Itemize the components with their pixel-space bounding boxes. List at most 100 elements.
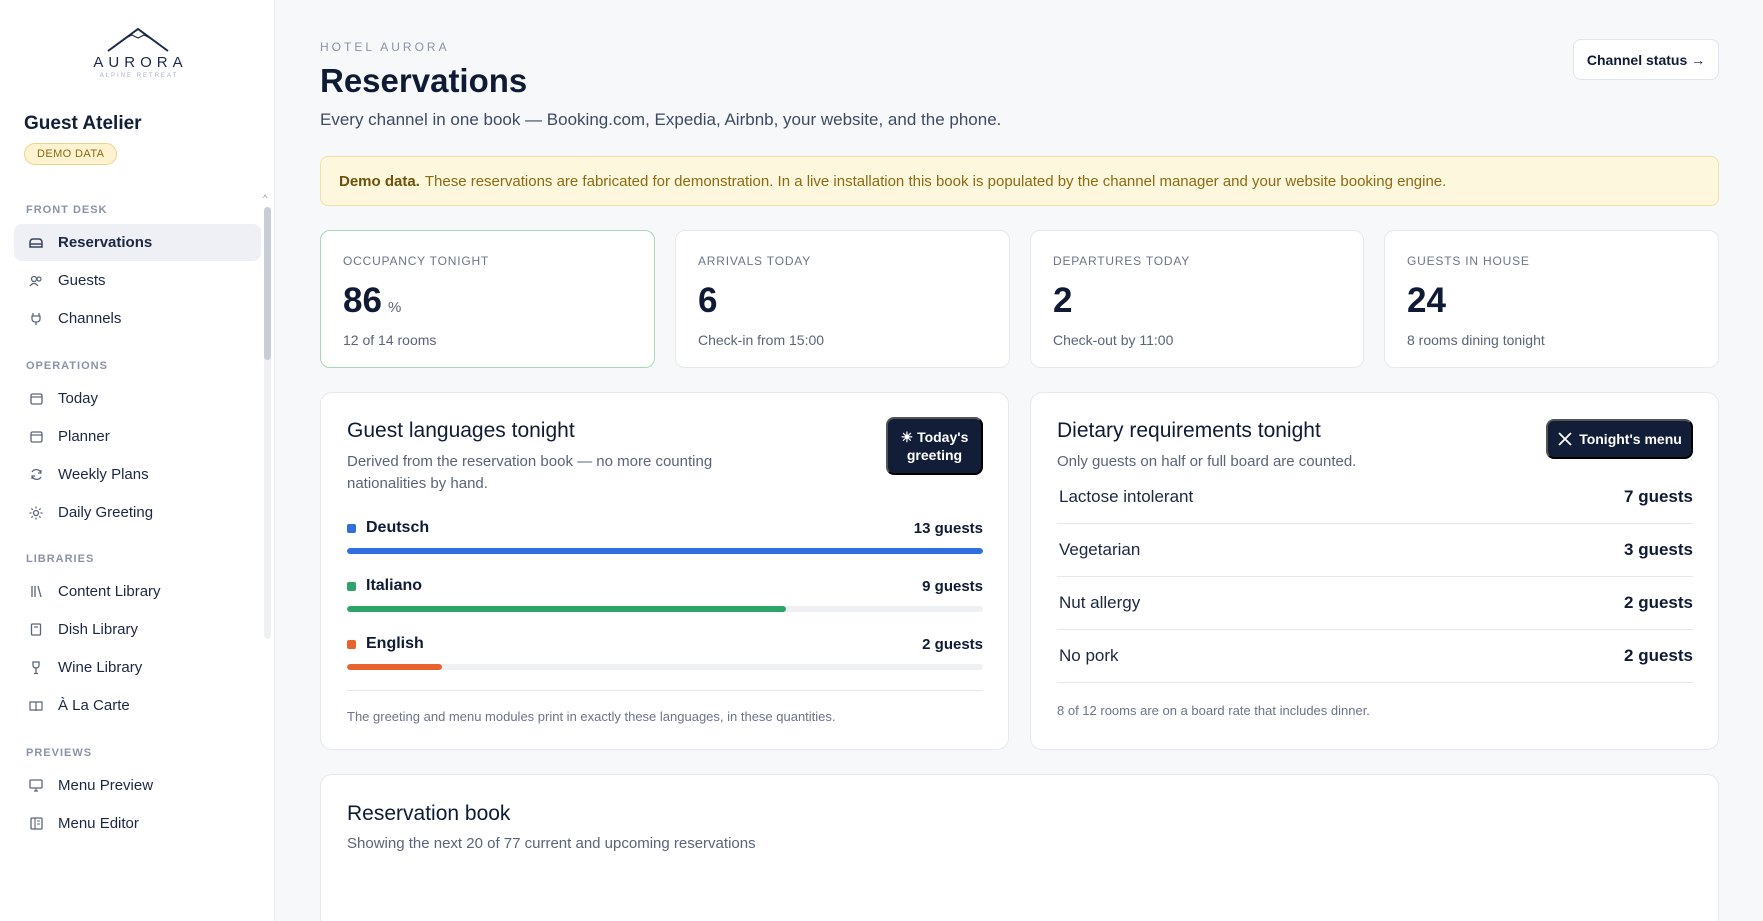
sidebar-item-label: Content Library (58, 583, 161, 600)
wine-glass-icon (28, 660, 44, 676)
stat-card-guests-in-house: GUESTS IN HOUSE 24 8 rooms dining tonigh… (1384, 230, 1719, 368)
monitor-icon (28, 778, 44, 794)
hotel-eyebrow: HOTEL AURORA (320, 40, 450, 54)
stat-value: 2 (1053, 281, 1073, 320)
brand-logo[interactable]: AURORA ALPINE RETREAT (88, 26, 188, 79)
todays-greeting-button[interactable]: ☀ Today's greeting (886, 417, 983, 475)
language-name: English (347, 635, 424, 653)
dietary-count: 7 guests (1624, 487, 1693, 506)
sidebar-item-label: Weekly Plans (58, 466, 149, 483)
button-line: greeting (906, 447, 963, 463)
dietary-name: No pork (1059, 646, 1119, 665)
stat-label: DEPARTURES TODAY (1053, 254, 1191, 268)
sidebar-item-label: Channels (58, 310, 122, 327)
dietary-name: Nut allergy (1059, 593, 1141, 612)
workspace-name: Guest Atelier (24, 113, 142, 134)
language-bar-fill (347, 606, 786, 612)
language-bar-track (347, 664, 983, 670)
sidebar-item-planner[interactable]: Planner (14, 418, 261, 455)
tonights-menu-button[interactable]: Tonight's menu (1546, 419, 1693, 459)
sidebar-item-today[interactable]: Today (14, 380, 261, 417)
language-bar-track (347, 548, 983, 554)
sidebar-item-wine-library[interactable]: Wine Library (14, 649, 261, 686)
sidebar-item-label: Menu Editor (58, 815, 139, 832)
guest-languages-card: Guest languages tonight Derived from the… (320, 392, 1009, 750)
sidebar-item-menu-preview[interactable]: Menu Preview (14, 767, 261, 804)
language-label: English (366, 635, 424, 652)
language-name: Italiano (347, 577, 422, 595)
sidebar-item-daily-greeting[interactable]: Daily Greeting (14, 494, 261, 531)
card-subtitle: Only guests on half or full board are co… (1057, 453, 1357, 470)
sidebar-item-label: Planner (58, 428, 110, 445)
calendar-icon (28, 391, 44, 407)
language-bar-fill (347, 548, 983, 554)
language-bar-fill (347, 664, 443, 670)
sidebar-scrollbar-thumb[interactable] (264, 207, 271, 360)
stat-value: 6 (698, 281, 718, 320)
scroll-up-icon[interactable]: ^ (263, 193, 268, 203)
stat-card-departures: DEPARTURES TODAY 2 Check-out by 11:00 (1030, 230, 1364, 368)
card-title: Dietary requirements tonight (1057, 419, 1321, 442)
brand-name: AURORA (93, 54, 188, 71)
nav-section-operations: OPERATIONS (26, 360, 108, 372)
card-footer-note: 8 of 12 rooms are on a board rate that i… (1057, 703, 1370, 718)
dietary-name: Lactose intolerant (1059, 487, 1194, 506)
sidebar-item-content-library[interactable]: Content Library (14, 573, 261, 610)
language-name: Deutsch (347, 519, 429, 537)
language-color-swatch (347, 523, 356, 533)
card-subtitle: Showing the next 20 of 77 current and up… (347, 835, 756, 852)
dietary-row: Lactose intolerant 7 guests (1057, 471, 1693, 524)
dietary-row: No pork 2 guests (1057, 630, 1693, 683)
language-bar-track (347, 606, 983, 612)
sidebar-item-guests[interactable]: Guests (14, 262, 261, 299)
users-icon (28, 273, 44, 289)
sun-icon (28, 505, 44, 521)
page-subtitle: Every channel in one book — Booking.com,… (320, 110, 1002, 129)
refresh-icon (28, 467, 44, 483)
sidebar-item-weekly-plans[interactable]: Weekly Plans (14, 456, 261, 493)
sidebar-item-a-la-carte[interactable]: À La Carte (14, 687, 261, 724)
stat-number: 86 (343, 281, 382, 320)
stat-value: 24 (1407, 281, 1446, 320)
subtitle-line: nationalities by hand. (347, 475, 488, 492)
button-line: ☀ Today's (900, 429, 969, 445)
stat-label: OCCUPANCY TONIGHT (343, 254, 490, 268)
book-icon (28, 622, 44, 638)
stat-note: 12 of 14 rooms (343, 332, 437, 348)
language-label: Italiano (366, 577, 423, 594)
sidebar-item-channels[interactable]: Channels (14, 300, 261, 337)
layout-icon (28, 816, 44, 832)
stat-note: Check-in from 15:00 (698, 332, 825, 348)
dietary-name: Vegetarian (1059, 540, 1141, 559)
language-color-swatch (347, 581, 356, 591)
library-icon (28, 584, 44, 600)
stat-note: Check-out by 11:00 (1053, 332, 1174, 348)
dietary-count: 2 guests (1624, 646, 1693, 665)
sidebar-scroll-track[interactable] (264, 207, 271, 639)
dietary-count: 2 guests (1624, 593, 1693, 612)
language-count: 9 guests (922, 577, 983, 595)
sidebar-item-menu-editor[interactable]: Menu Editor (14, 805, 261, 842)
sidebar-item-label: Menu Preview (58, 777, 154, 794)
mountain-icon (107, 27, 169, 52)
reservation-book-card: Reservation book Showing the next 20 of … (320, 774, 1719, 921)
sidebar-item-dish-library[interactable]: Dish Library (14, 611, 261, 648)
sidebar-item-label: Daily Greeting (58, 504, 154, 521)
dietary-row: Nut allergy 2 guests (1057, 577, 1693, 630)
demo-data-alert: Demo data. These reservations are fabric… (320, 156, 1719, 206)
language-color-swatch (347, 639, 356, 649)
sidebar-item-label: Reservations (58, 234, 153, 251)
card-footer-note: The greeting and menu modules print in e… (347, 709, 836, 724)
channel-status-button[interactable]: Channel status → (1573, 39, 1719, 80)
language-count: 13 guests (913, 519, 983, 537)
brand-tagline: ALPINE RETREAT (99, 73, 179, 79)
nav-section-previews: PREVIEWS (26, 747, 93, 759)
nav-section-front-desk: FRONT DESK (26, 204, 108, 216)
calendar-icon (28, 429, 44, 445)
sidebar-item-label: Dish Library (58, 621, 139, 638)
sidebar-item-label: Guests (58, 272, 106, 289)
stat-card-occupancy: OCCUPANCY TONIGHT 86% 12 of 14 rooms (320, 230, 655, 368)
sidebar-item-reservations[interactable]: Reservations (14, 224, 261, 261)
language-row-deutsch: Deutsch 13 guests (347, 518, 983, 554)
card-subtitle: Derived from the reservation book — no m… (347, 451, 712, 495)
